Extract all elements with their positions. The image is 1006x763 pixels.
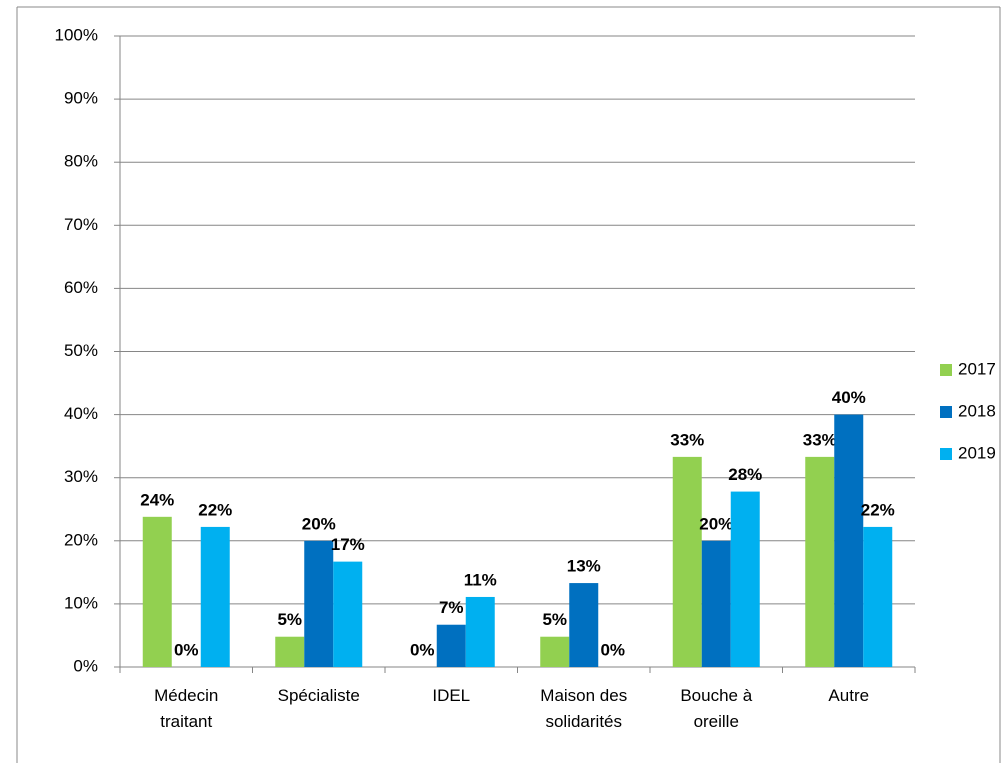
y-tick-label: 70% — [64, 215, 98, 234]
bar — [540, 636, 570, 667]
bar — [436, 624, 466, 667]
bar — [465, 596, 495, 667]
x-tick-label: Spécialiste — [277, 686, 360, 705]
bar — [701, 540, 731, 667]
value-label: 33% — [670, 430, 704, 449]
value-label: 0% — [174, 640, 199, 659]
bar — [142, 516, 172, 667]
x-tick-label: Médecin traitant — [154, 686, 219, 731]
legend-swatch — [940, 406, 952, 418]
y-tick-label: 60% — [64, 278, 98, 297]
value-label: 22% — [861, 500, 895, 519]
legend-label: 2017 — [958, 359, 996, 378]
y-tick-label: 20% — [64, 530, 98, 549]
y-tick-label: 40% — [64, 404, 98, 423]
value-label: 17% — [331, 535, 365, 554]
bar — [834, 414, 864, 667]
bar — [863, 526, 893, 667]
value-label: 33% — [803, 430, 837, 449]
x-tick-label: Bouche à oreille — [680, 686, 753, 731]
value-label: 40% — [832, 388, 866, 407]
bar — [275, 636, 305, 667]
bar — [569, 583, 599, 667]
legend-swatch — [940, 364, 952, 376]
value-label: 20% — [699, 514, 733, 533]
y-tick-label: 30% — [64, 467, 98, 486]
value-label: 20% — [302, 514, 336, 533]
value-label: 13% — [567, 557, 601, 576]
bar — [805, 456, 835, 667]
value-label: 28% — [728, 465, 762, 484]
x-tick-label: IDEL — [432, 686, 471, 705]
y-tick-label: 50% — [64, 341, 98, 360]
legend-swatch — [940, 448, 952, 460]
y-tick-label: 100% — [55, 25, 98, 44]
legend-label: 2018 — [958, 401, 996, 420]
value-label: 24% — [140, 490, 174, 509]
y-tick-label: 10% — [64, 593, 98, 612]
value-label: 7% — [439, 598, 464, 617]
value-label: 22% — [198, 500, 232, 519]
value-label: 5% — [277, 610, 302, 629]
value-label: 0% — [410, 640, 435, 659]
bar — [333, 561, 363, 667]
x-tick-label: Maison des solidarités — [540, 686, 628, 731]
y-tick-label: 0% — [73, 656, 98, 675]
bar — [730, 491, 760, 667]
bar — [304, 540, 334, 667]
y-tick-label: 80% — [64, 152, 98, 171]
value-label: 5% — [542, 610, 567, 629]
bar — [672, 456, 702, 667]
y-tick-label: 90% — [64, 89, 98, 108]
value-label: 11% — [464, 570, 497, 589]
bar — [200, 526, 230, 667]
legend-label: 2019 — [958, 443, 996, 462]
x-tick-label: Autre — [828, 686, 870, 705]
value-label: 0% — [600, 640, 625, 659]
